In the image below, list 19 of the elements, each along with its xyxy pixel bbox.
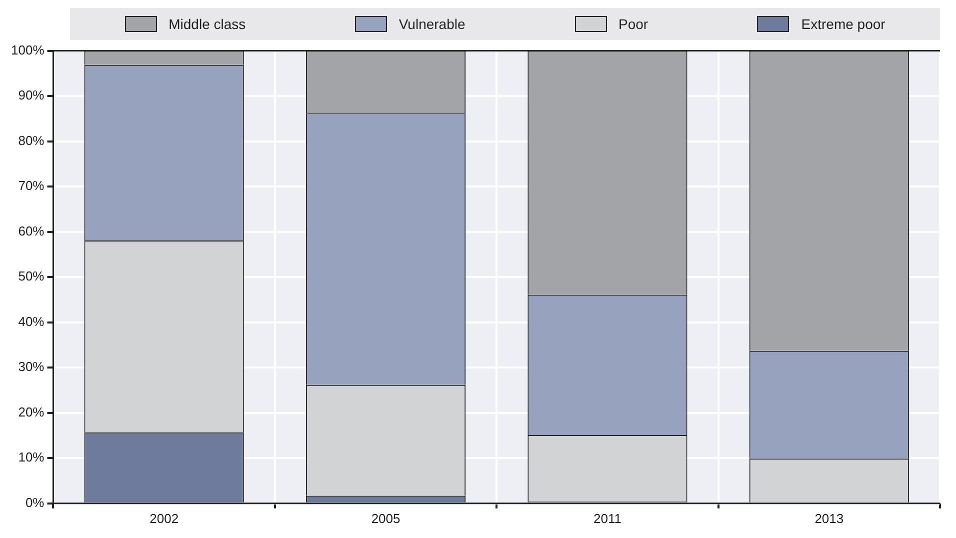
legend-label: Middle class bbox=[168, 16, 246, 32]
y-tick-label: 50% bbox=[18, 268, 45, 284]
legend-label: Extreme poor bbox=[801, 16, 886, 32]
y-tick-label: 100% bbox=[11, 42, 45, 58]
y-tick-label: 40% bbox=[18, 314, 45, 329]
y-tick-label: 80% bbox=[18, 132, 45, 148]
legend-label: Vulnerable bbox=[398, 16, 466, 32]
x-tick-label: 2005 bbox=[371, 510, 400, 526]
y-tick-label: 0% bbox=[25, 494, 45, 510]
y-tick-label: 90% bbox=[18, 88, 45, 103]
legend-label: Poor bbox=[618, 16, 648, 32]
y-tick-label: 70% bbox=[18, 178, 45, 194]
y-tick-label: 20% bbox=[18, 404, 45, 420]
x-tick-label: 2013 bbox=[814, 510, 844, 526]
x-tick-label: 2002 bbox=[150, 510, 179, 526]
y-tick-label: 30% bbox=[18, 359, 45, 374]
y-tick-label: 60% bbox=[18, 223, 45, 238]
y-tick-label: 10% bbox=[18, 450, 45, 465]
x-tick-label: 2011 bbox=[593, 510, 622, 526]
